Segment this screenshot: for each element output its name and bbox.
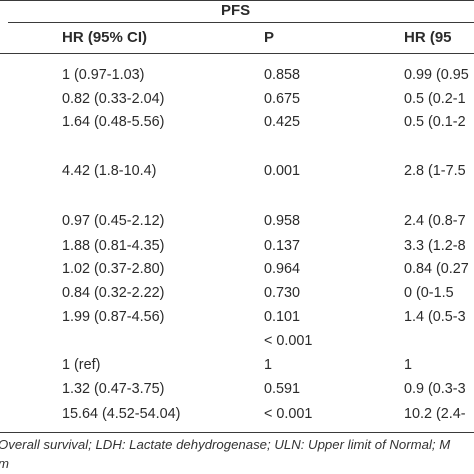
col-header-hr: HR (95% CI) (62, 29, 148, 46)
cell-hr-os: 1 (404, 357, 413, 373)
cell-hr-pfs: 1 (0.97-1.03) (62, 67, 145, 83)
cell-hr-os: 0 (0-1.5 (404, 285, 454, 301)
cell-hr-pfs: 0.82 (0.33-2.04) (62, 91, 165, 107)
header-rule (0, 53, 474, 55)
cell-hr-os: 2.8 (1-7.5 (404, 163, 466, 179)
cell-p-pfs: 1 (264, 357, 273, 373)
cell-hr-os: 0.9 (0.3-3 (404, 381, 466, 397)
pfs-underline (8, 22, 474, 23)
cell-hr-os: 10.2 (2.4- (404, 406, 466, 422)
cell-p-pfs: 0.730 (264, 285, 301, 301)
cell-p-pfs: 0.591 (264, 381, 301, 397)
col-header-hr-os: HR (95 (404, 29, 452, 46)
cell-hr-pfs: 0.97 (0.45-2.12) (62, 213, 165, 229)
cell-p-pfs: 0.137 (264, 238, 301, 254)
cell-hr-pfs: 4.42 (1.8-10.4) (62, 163, 157, 179)
cell-hr-os: 0.5 (0.2-1 (404, 91, 466, 107)
cell-hr-pfs: 1.88 (0.81-4.35) (62, 238, 165, 254)
cell-hr-pfs: 0.84 (0.32-2.22) (62, 285, 165, 301)
cell-hr-os: 0.5 (0.1-2 (404, 114, 466, 130)
cell-hr-pfs: 1.32 (0.47-3.75) (62, 381, 165, 397)
cell-hr-pfs: 1.02 (0.37-2.80) (62, 261, 165, 277)
cell-p-pfs: 0.858 (264, 67, 301, 83)
cell-p-pfs: 0.964 (264, 261, 301, 277)
cell-hr-os: 0.84 (0.27 (404, 261, 469, 277)
footnote-line-1: Overall survival; LDH: Lactate dehydroge… (0, 437, 451, 452)
cell-p-pfs: 0.675 (264, 91, 301, 107)
cell-p-pfs: 0.958 (264, 213, 301, 229)
cell-p-pfs: < 0.001 (264, 406, 313, 422)
pfs-group-header: PFS (221, 2, 251, 19)
cell-p-pfs: 0.001 (264, 163, 301, 179)
cell-p-pfs: < 0.001 (264, 333, 313, 349)
cell-hr-os: 3.3 (1.2-8 (404, 238, 466, 254)
cell-hr-pfs: 15.64 (4.52-54.04) (62, 406, 181, 422)
cell-p-pfs: 0.425 (264, 114, 301, 130)
bottom-rule (0, 432, 474, 434)
cell-hr-os: 0.99 (0.95 (404, 67, 469, 83)
cell-hr-pfs: 1.64 (0.48-5.56) (62, 114, 165, 130)
cell-hr-os: 2.4 (0.8-7 (404, 213, 466, 229)
cell-hr-pfs: 1 (ref) (62, 357, 101, 373)
cell-p-pfs: 0.101 (264, 309, 301, 325)
cell-hr-pfs: 1.99 (0.87-4.56) (62, 309, 165, 325)
footnote-line-2: m (0, 456, 9, 471)
col-header-p: P (264, 29, 275, 46)
top-rule (0, 0, 474, 2)
cell-hr-os: 1.4 (0.5-3 (404, 309, 466, 325)
